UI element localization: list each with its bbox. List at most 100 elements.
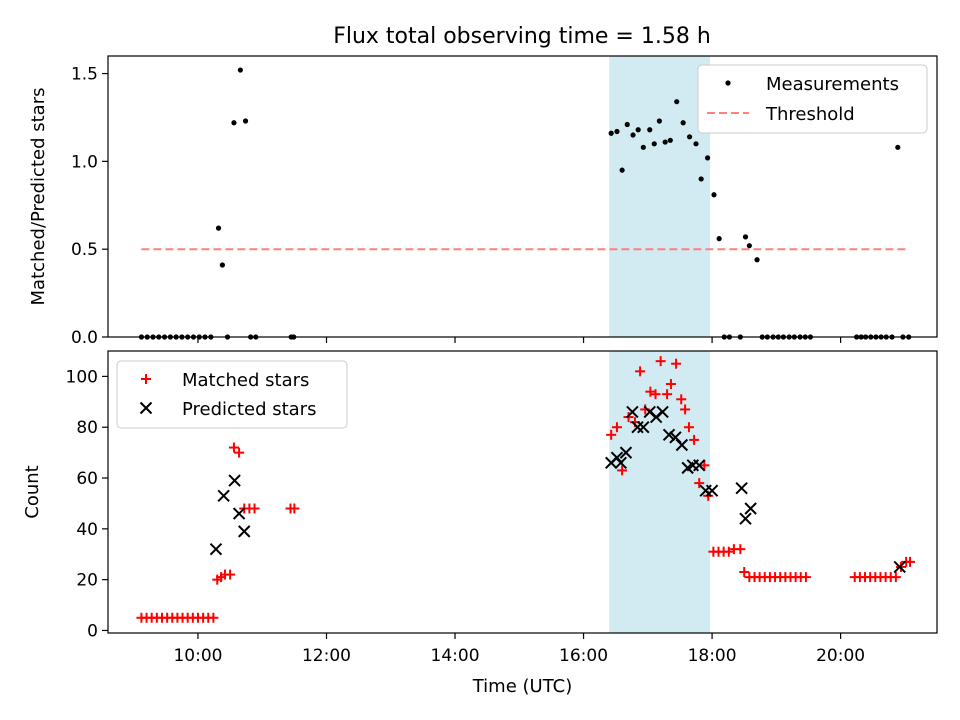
- highlight-span: [609, 351, 711, 633]
- top-x-axis: [197, 337, 842, 343]
- predicted-star-point: [626, 405, 639, 419]
- legend-threshold-label: Threshold: [765, 104, 855, 125]
- x-tick-label: 10:00: [173, 646, 222, 666]
- cross-stroke-b: [662, 428, 676, 442]
- top-panel: 0.0 0.5 1.0 1.5 Matched/Predicted stars Mea…: [28, 55, 938, 348]
- predicted-star-point: [217, 489, 230, 503]
- measurement-point: [895, 144, 901, 150]
- measurement-point: [635, 127, 641, 133]
- matched-star-point: [800, 572, 811, 583]
- x-tick-label: 12:00: [302, 646, 351, 666]
- legend-measurements-marker: [725, 80, 731, 86]
- measurement-point: [704, 155, 711, 161]
- predicted-star-point: [619, 446, 633, 459]
- matched-star-point: [208, 612, 219, 623]
- matched-star-point: [676, 394, 687, 405]
- x-tick-label: 14:00: [431, 646, 480, 666]
- measurement-point: [614, 128, 620, 135]
- predicted-star-point: [232, 507, 246, 520]
- top-legend: Measurements Threshold: [697, 64, 928, 134]
- top-y-axis: 0.0 0.5 1.0 1.5: [71, 65, 108, 348]
- measurement-point: [680, 120, 686, 126]
- highlight-span: [609, 56, 711, 337]
- predicted-star-point: [705, 484, 719, 497]
- predicted-star-point: [614, 456, 628, 469]
- x-tick-label: 16:00: [559, 646, 608, 666]
- bottom-highlight-span: [609, 351, 711, 633]
- y-tick-label: 0.5: [71, 240, 98, 260]
- predicted-star-point: [739, 512, 752, 525]
- measurement-point: [674, 99, 680, 105]
- predicted-star-point: [735, 481, 748, 495]
- matched-star-point: [617, 465, 628, 476]
- predicted-star-point: [675, 438, 689, 452]
- top-highlight-span: [609, 56, 711, 337]
- matched-star-point: [694, 478, 705, 489]
- cross-stroke-b: [626, 405, 639, 419]
- matched-star-point: [655, 356, 666, 367]
- measurement-point: [711, 192, 717, 198]
- measurement-point: [619, 167, 625, 173]
- matched-star-point: [665, 379, 676, 390]
- matched-star-point: [735, 544, 746, 555]
- top-legend-box: [697, 64, 928, 134]
- measurement-point: [624, 121, 630, 128]
- measurement-point: [716, 236, 722, 242]
- measurement-point: [215, 225, 222, 231]
- cross-stroke-b: [619, 446, 633, 459]
- matched-star-point: [680, 404, 691, 415]
- bottom-legend: Matched stars Predicted stars: [116, 360, 348, 429]
- legend-measurements-label: Measurements: [766, 74, 899, 95]
- bottom-y-axis: 0 20 40 60 80 100: [66, 367, 108, 641]
- matched-star-point: [662, 389, 673, 400]
- predicted-star-point: [656, 405, 669, 419]
- cross-stroke-b: [228, 474, 241, 487]
- predicted-star-point: [238, 525, 251, 538]
- matched-star-point: [635, 366, 646, 377]
- measurement-point: [746, 243, 752, 249]
- legend-cross-glyph: [139, 401, 153, 415]
- matched-star-point: [606, 429, 617, 440]
- top-y-axis-label: Matched/Predicted stars: [28, 88, 49, 306]
- matched-star-point: [611, 422, 622, 433]
- top-axes-frame: [107, 55, 938, 338]
- cross-stroke-b: [209, 542, 223, 556]
- matched-star-point: [905, 556, 916, 567]
- predicted-star-point: [693, 459, 706, 472]
- bottom-legend-box: [116, 360, 348, 429]
- cross-stroke-b: [744, 502, 757, 515]
- matched-star-point: [289, 503, 300, 514]
- matched-star-point: [650, 389, 661, 400]
- measurement-point: [686, 134, 693, 140]
- cross-stroke-b: [693, 459, 706, 472]
- matched-star-point: [699, 460, 710, 471]
- matched-star-point: [228, 442, 239, 453]
- matched-star-point: [234, 447, 245, 458]
- predicted-star-point: [893, 560, 906, 574]
- matched-star-point: [890, 572, 901, 583]
- measurement-point: [667, 137, 673, 143]
- matched-star-point: [249, 503, 260, 514]
- measurement-point: [647, 127, 653, 133]
- legend-predicted-label: Predicted stars: [182, 399, 316, 420]
- cross-stroke-b: [705, 484, 719, 497]
- cross-stroke-b: [739, 512, 752, 525]
- predicted-star-point: [228, 474, 241, 487]
- cross-stroke-b: [614, 456, 628, 469]
- matched-star-point: [683, 422, 694, 433]
- matched-star-point: [739, 567, 750, 578]
- legend-matched-label: Matched stars: [182, 370, 309, 391]
- measurement-point: [630, 132, 636, 138]
- bottom-y-axis-label: Count: [22, 465, 43, 518]
- measurement-point: [698, 176, 704, 182]
- predicted-star-point: [631, 421, 644, 434]
- predicted-star-point: [662, 428, 676, 442]
- cross-stroke-b: [631, 421, 644, 434]
- measurement-point: [640, 144, 646, 150]
- y-tick-label: 40: [76, 520, 98, 540]
- x-tick-label: 20:00: [816, 646, 865, 666]
- y-tick-label: 0.0: [71, 328, 98, 348]
- y-tick-label: 80: [76, 418, 98, 438]
- measurement-point: [231, 120, 237, 126]
